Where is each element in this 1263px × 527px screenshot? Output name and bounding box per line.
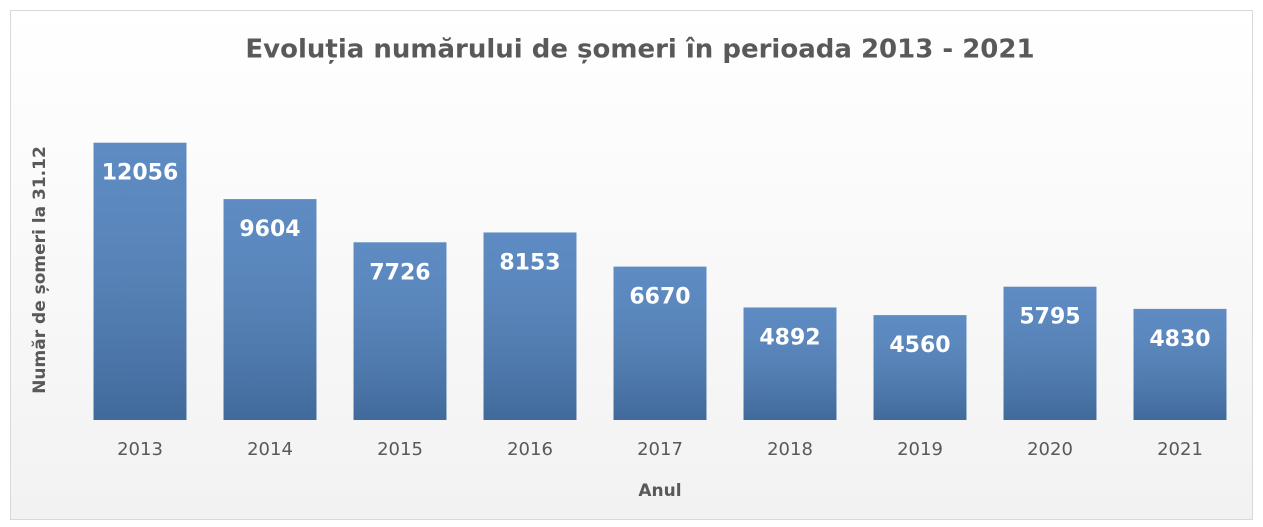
data-label: 6670 (629, 285, 690, 310)
x-tick-label: 2019 (897, 439, 943, 460)
data-label: 7726 (369, 260, 430, 285)
data-label: 4560 (889, 333, 950, 358)
x-tick-label: 2018 (767, 439, 813, 460)
data-label: 5795 (1019, 305, 1080, 330)
bar-shade (483, 232, 577, 420)
data-label: 4892 (759, 325, 820, 350)
chart-title: Evoluția numărului de șomeri în perioada… (245, 35, 1034, 65)
bar-shade (223, 199, 317, 420)
bar-shade (1003, 286, 1097, 420)
x-tick-label: 2017 (637, 439, 683, 460)
x-tick-label: 2021 (1157, 439, 1203, 460)
x-tick-label: 2014 (247, 439, 293, 460)
bar-shade (93, 142, 187, 420)
bar-shade (613, 266, 707, 420)
bar-shade (873, 315, 967, 420)
y-axis-title: Număr de șomeri la 31.12 (30, 146, 50, 394)
data-label: 12056 (102, 161, 179, 186)
x-axis-title: Anul (638, 481, 681, 501)
bar-shade (743, 307, 837, 420)
data-label: 9604 (239, 217, 300, 242)
bar-shade (353, 242, 447, 420)
chart-frame (10, 10, 1253, 520)
bar-shade (1133, 308, 1227, 420)
data-label: 8153 (499, 250, 560, 275)
x-tick-label: 2013 (117, 439, 163, 460)
x-tick-label: 2020 (1027, 439, 1073, 460)
x-tick-label: 2015 (377, 439, 423, 460)
x-tick-label: 2016 (507, 439, 553, 460)
data-label: 4830 (1149, 327, 1210, 352)
